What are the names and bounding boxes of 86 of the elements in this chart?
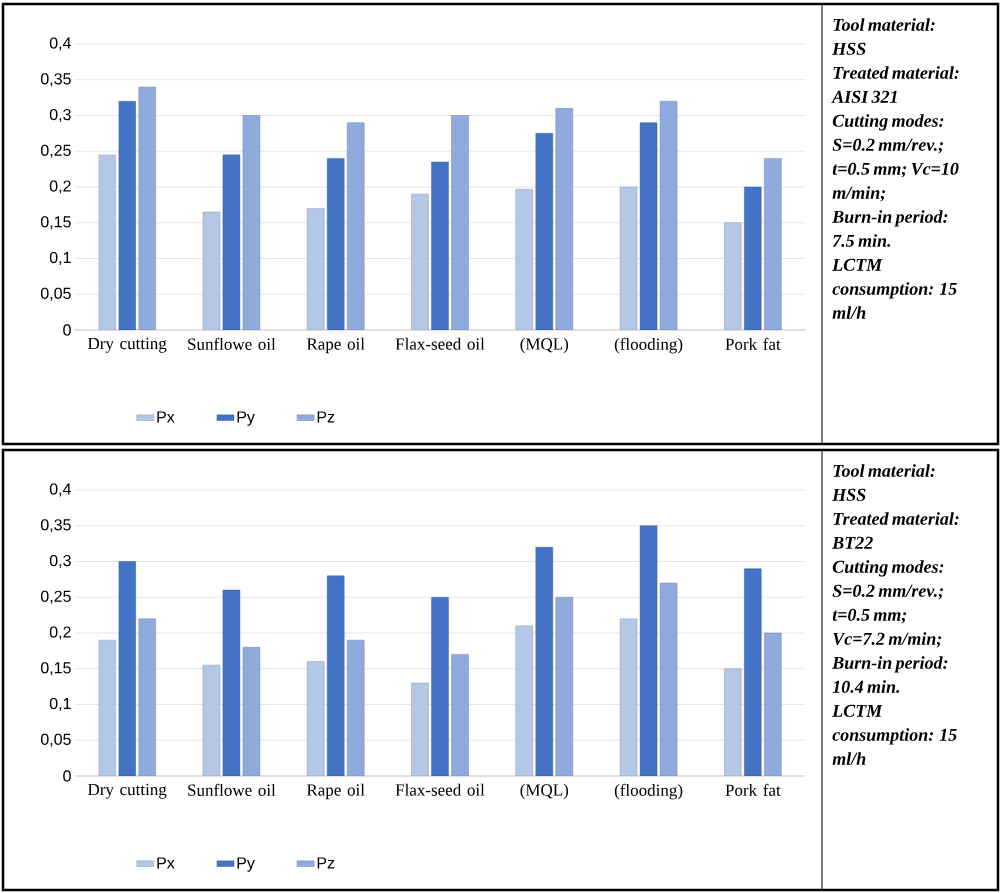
x-tick-label: Sunflowe oil [188, 337, 276, 350]
x-tick-label: (flooding) [614, 783, 683, 800]
bar [202, 211, 221, 330]
y-tick-label: 0,15 [40, 216, 71, 230]
y-tick-label: 0,25 [40, 590, 71, 604]
legend-label: Pz [317, 857, 335, 869]
bar [515, 188, 533, 330]
y-tick-label: 0 [63, 324, 71, 336]
legend-label: Pz [317, 411, 335, 423]
y-tick-label: 0,3 [49, 554, 71, 569]
bar [98, 154, 116, 330]
y-tick-label: 0,2 [49, 180, 71, 194]
text: LCTM consumption: 15 ml/h [832, 704, 957, 765]
x-tick-label: Sunflowe oil [188, 783, 276, 796]
text: Cutting modes: S=0.2 mm/rev.; t=0.5 mm; Vc=10 m/min; [832, 114, 959, 202]
bar [724, 222, 742, 330]
x-tick-label: Pork fat [725, 337, 781, 350]
bar [724, 668, 742, 776]
bar [138, 86, 156, 330]
bar [535, 547, 553, 776]
bar [411, 193, 429, 330]
y-tick-label: 0,05 [40, 733, 71, 747]
y-tick-label: 0 [63, 770, 71, 782]
bar [202, 664, 221, 776]
bar [764, 632, 782, 776]
text: Burn-in period: 10.4 min. [832, 656, 948, 693]
y-tick-label: 0,3 [49, 108, 71, 123]
bar [451, 115, 469, 330]
bar [639, 122, 658, 330]
x-tick-label: (MQL) [520, 337, 569, 354]
bar [744, 568, 762, 776]
x-tick-label: Flax-seed oil [395, 783, 485, 796]
legend-label: Px [157, 857, 175, 869]
legend-label: Py [237, 411, 255, 426]
bar [98, 639, 116, 776]
text: Treated material: BT22 [832, 512, 959, 549]
bar [222, 154, 241, 330]
y-tick-label: 0,35 [40, 519, 71, 533]
y-tick-label: 0,1 [49, 251, 71, 266]
bar [347, 639, 365, 776]
x-tick-label: (flooding) [614, 337, 683, 354]
bar [555, 108, 573, 330]
y-tick-label: 0,25 [40, 144, 71, 158]
bar [451, 654, 469, 776]
bar [639, 525, 658, 776]
bar [411, 682, 429, 776]
bar [118, 561, 136, 776]
y-tick-label: 0,15 [40, 662, 71, 676]
text: Tool material: HSS [832, 18, 935, 55]
x-tick-label: Rape oil [306, 337, 365, 354]
legend-label: Py [237, 857, 255, 872]
x-tick-label: (MQL) [520, 783, 569, 800]
bar [431, 597, 449, 776]
bar [619, 618, 638, 776]
x-tick-label: Pork fat [725, 783, 781, 796]
bar [764, 158, 782, 330]
bar [431, 161, 449, 330]
bar [118, 101, 136, 330]
bar [347, 122, 365, 330]
text: Treated material: AISI 321 [831, 66, 959, 103]
text: Burn-in period: 7.5 min. [832, 210, 948, 247]
bar [222, 589, 241, 776]
y-tick-label: 0,05 [40, 287, 71, 301]
y-tick-label: 0,1 [49, 697, 71, 712]
text: Tool material: HSS [832, 464, 935, 501]
text: LCTM consumption: 15 ml/h [832, 258, 957, 319]
x-tick-label: Rape oil [306, 783, 365, 800]
bar [307, 208, 325, 330]
bar [619, 186, 638, 330]
bar [327, 575, 345, 776]
y-tick-label: 0,4 [49, 37, 71, 51]
y-tick-label: 0,2 [49, 626, 71, 640]
bar [744, 186, 762, 330]
x-tick-label: Dry cutting [87, 783, 167, 799]
bar [555, 597, 573, 776]
bar [515, 625, 533, 776]
y-tick-label: 0,4 [49, 483, 71, 497]
bar [307, 661, 325, 776]
text: Cutting modes: S=0.2 mm/rev.; t=0.5 mm; Vc=7.2 m/min; [832, 560, 944, 648]
y-tick-label: 0,35 [40, 73, 71, 87]
legend-label: Px [157, 411, 175, 423]
bar [327, 158, 345, 330]
bar [138, 618, 156, 776]
bar [535, 133, 553, 330]
x-tick-label: Flax-seed oil [395, 337, 485, 350]
x-tick-label: Dry cutting [87, 337, 167, 353]
